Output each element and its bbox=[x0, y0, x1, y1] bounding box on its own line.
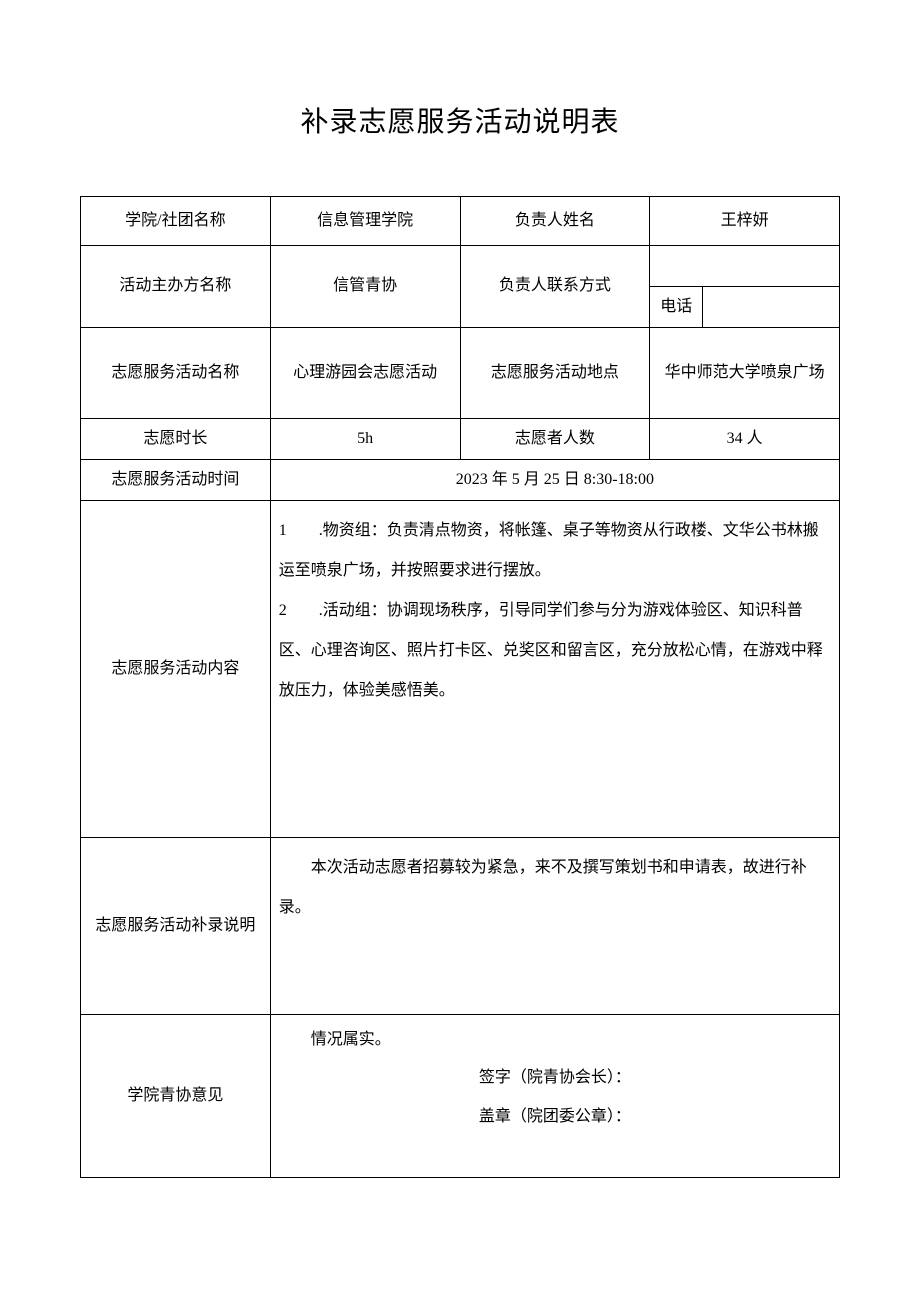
table-row: 志愿服务活动时间 2023 年 5 月 25 日 8:30-18:00 bbox=[81, 460, 840, 501]
document-page: 补录志愿服务活动说明表 学院/社团名称 信息管理学院 负责人姓名 王梓妍 活动主… bbox=[0, 0, 920, 1178]
table-row: 学院青协意见 情况属实。 签字（院青协会长）： 盖章（院团委公章）： bbox=[81, 1015, 840, 1178]
opinion-line: 情况属实。 bbox=[279, 1021, 831, 1059]
value-contact-blank bbox=[650, 246, 840, 287]
document-title: 补录志愿服务活动说明表 bbox=[80, 100, 840, 140]
value-organizer: 信管青协 bbox=[270, 246, 460, 328]
value-activity-name: 心理游园会志愿活动 bbox=[270, 328, 460, 419]
value-leader-name: 王梓妍 bbox=[650, 197, 840, 246]
label-volunteer-count: 志愿者人数 bbox=[460, 419, 650, 460]
value-location: 华中师范大学喷泉广场 bbox=[650, 328, 840, 419]
label-college: 学院/社团名称 bbox=[81, 197, 271, 246]
table-row: 活动主办方名称 信管青协 负责人联系方式 bbox=[81, 246, 840, 287]
opinion-signature: 签字（院青协会长）： bbox=[279, 1059, 831, 1097]
opinion-stamp: 盖章（院团委公章）： bbox=[279, 1098, 831, 1136]
content-line: 1 .物资组：负责清点物资，将帐篷、桌子等物资从行政楼、文华公书林搬运至喷泉广场… bbox=[279, 511, 831, 591]
value-phone bbox=[703, 287, 840, 328]
value-volunteer-count: 34 人 bbox=[650, 419, 840, 460]
label-activity-name: 志愿服务活动名称 bbox=[81, 328, 271, 419]
form-table: 学院/社团名称 信息管理学院 负责人姓名 王梓妍 活动主办方名称 信管青协 负责… bbox=[80, 196, 840, 1178]
value-opinion: 情况属实。 签字（院青协会长）： 盖章（院团委公章）： bbox=[270, 1015, 839, 1178]
value-supplement: 本次活动志愿者招募较为紧急，来不及撰写策划书和申请表，故进行补录。 bbox=[270, 838, 839, 1015]
value-activity-time: 2023 年 5 月 25 日 8:30-18:00 bbox=[270, 460, 839, 501]
label-organizer: 活动主办方名称 bbox=[81, 246, 271, 328]
label-location: 志愿服务活动地点 bbox=[460, 328, 650, 419]
label-phone: 电话 bbox=[650, 287, 703, 328]
label-activity-time: 志愿服务活动时间 bbox=[81, 460, 271, 501]
table-row: 志愿服务活动补录说明 本次活动志愿者招募较为紧急，来不及撰写策划书和申请表，故进… bbox=[81, 838, 840, 1015]
label-leader-name: 负责人姓名 bbox=[460, 197, 650, 246]
table-row: 学院/社团名称 信息管理学院 负责人姓名 王梓妍 bbox=[81, 197, 840, 246]
label-duration: 志愿时长 bbox=[81, 419, 271, 460]
supplement-text: 本次活动志愿者招募较为紧急，来不及撰写策划书和申请表，故进行补录。 bbox=[279, 848, 831, 928]
value-activity-content: 1 .物资组：负责清点物资，将帐篷、桌子等物资从行政楼、文华公书林搬运至喷泉广场… bbox=[270, 501, 839, 838]
value-college: 信息管理学院 bbox=[270, 197, 460, 246]
table-row: 志愿时长 5h 志愿者人数 34 人 bbox=[81, 419, 840, 460]
table-row: 志愿服务活动名称 心理游园会志愿活动 志愿服务活动地点 华中师范大学喷泉广场 bbox=[81, 328, 840, 419]
label-opinion: 学院青协意见 bbox=[81, 1015, 271, 1178]
value-duration: 5h bbox=[270, 419, 460, 460]
label-contact: 负责人联系方式 bbox=[460, 246, 650, 328]
label-activity-content: 志愿服务活动内容 bbox=[81, 501, 271, 838]
table-row: 志愿服务活动内容 1 .物资组：负责清点物资，将帐篷、桌子等物资从行政楼、文华公… bbox=[81, 501, 840, 838]
content-line: 2 .活动组：协调现场秩序，引导同学们参与分为游戏体验区、知识科普区、心理咨询区… bbox=[279, 591, 831, 711]
label-supplement: 志愿服务活动补录说明 bbox=[81, 838, 271, 1015]
